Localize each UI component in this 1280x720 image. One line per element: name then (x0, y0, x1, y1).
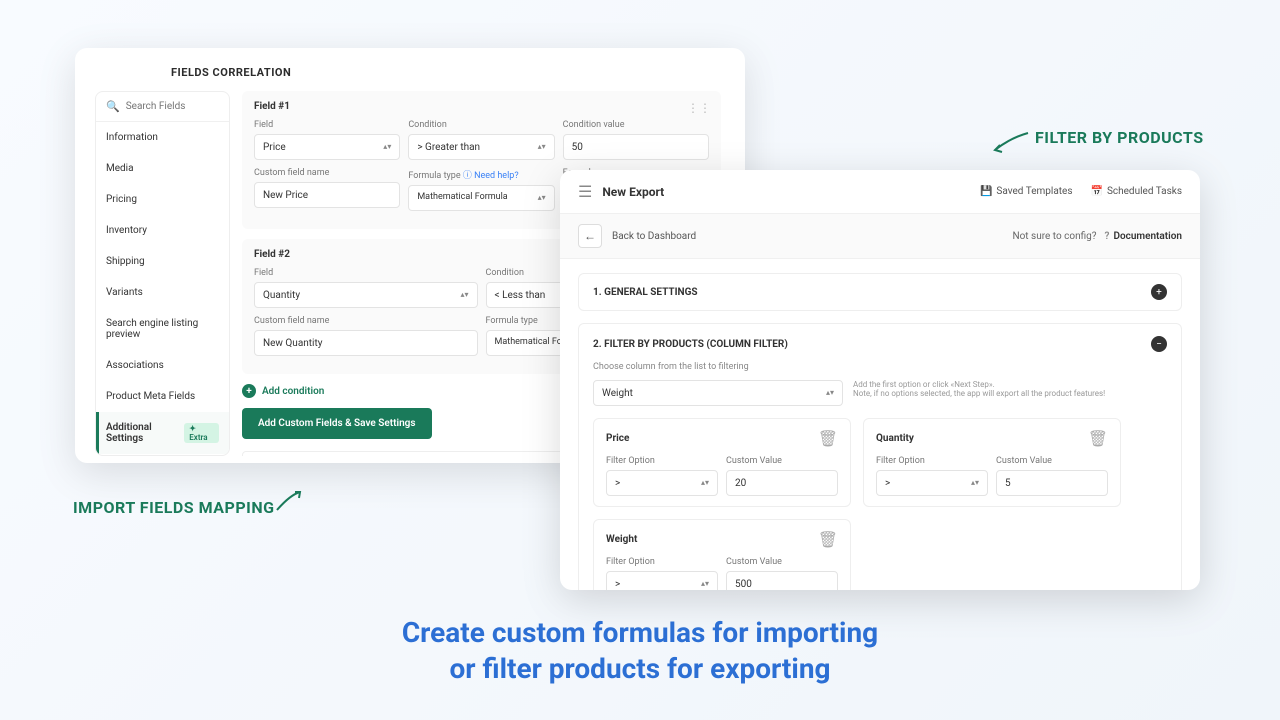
condition-label: Condition (408, 120, 554, 130)
sidebar-item[interactable]: Additional Settings✦ Extra (96, 412, 229, 454)
subheader: ← Back to Dashboard Not sure to config? … (560, 214, 1200, 259)
custom-name-label: Custom field name (254, 168, 400, 178)
category-sidebar: 🔍 InformationMediaPricingInventoryShippi… (95, 91, 230, 456)
custom-value-label: Custom Value (726, 456, 838, 466)
sidebar-item[interactable]: Inventory (96, 215, 229, 246)
filter-option-select[interactable]: >▴▾ (876, 470, 988, 496)
annotation-left: IMPORT FIELDS MAPPING (73, 498, 275, 517)
formula-type-select[interactable]: Mathematical Formula▴▾ (408, 185, 554, 211)
sidebar-item[interactable]: Associations (96, 350, 229, 381)
filter-section: 2. FILTER BY PRODUCTS (COLUMN FILTER) − … (578, 323, 1182, 590)
section-title: 2. FILTER BY PRODUCTS (COLUMN FILTER) (593, 339, 788, 350)
need-help-link[interactable]: Need help? (474, 171, 519, 181)
cond-value-input[interactable]: 50 (563, 134, 709, 160)
custom-value-label: Custom Value (996, 456, 1108, 466)
back-button[interactable]: ← Back to Dashboard (578, 224, 696, 248)
sidebar-item[interactable]: Shipping (96, 246, 229, 277)
plus-icon: + (242, 384, 256, 398)
custom-name-input[interactable]: New Price (254, 182, 400, 208)
field-label: Field (254, 120, 400, 130)
trash-icon[interactable]: 🗑 (818, 530, 838, 549)
filter-option-label: Filter Option (876, 456, 988, 466)
column-select[interactable]: Weight▴▾ (593, 380, 843, 406)
custom-value-input[interactable]: 500 (726, 571, 838, 590)
new-export-panel: ☰ New Export 💾 Saved Templates 📅 Schedul… (560, 170, 1200, 590)
sidebar-item[interactable]: Search engine listing preview (96, 308, 229, 350)
sidebar-item[interactable]: Product Meta Fields (96, 381, 229, 412)
sidebar-item[interactable]: Pricing (96, 184, 229, 215)
filter-option-label: Filter Option (606, 456, 718, 466)
formula-type-label: Formula type ⓘ Need help? (408, 168, 554, 181)
documentation-link[interactable]: ? Documentation (1105, 231, 1182, 242)
filter-card-title: Quantity (876, 433, 914, 444)
calendar-icon: 📅 (1091, 186, 1103, 197)
filter-card-title: Price (606, 433, 629, 444)
field-label: Field (254, 268, 478, 278)
custom-value-label: Custom Value (726, 557, 838, 567)
condition-select[interactable]: > Greater than▴▾ (408, 134, 554, 160)
save-icon: 💾 (980, 186, 992, 197)
sidebar-item[interactable]: Information (96, 122, 229, 153)
expand-icon: + (1151, 284, 1167, 300)
filter-option-select[interactable]: >▴▾ (606, 571, 718, 590)
panel-header: ☰ New Export 💾 Saved Templates 📅 Schedul… (560, 170, 1200, 214)
drag-icon[interactable]: ⋮⋮ (687, 101, 711, 115)
field-select[interactable]: Price▴▾ (254, 134, 400, 160)
not-sure-text: Not sure to config? (1012, 231, 1096, 242)
filter-card: Weight 🗑 Filter Option >▴▾ Custom Value … (593, 519, 851, 590)
field-title: Field #1 (254, 101, 709, 112)
general-settings-section[interactable]: 1. GENERAL SETTINGS + (578, 273, 1182, 311)
collapse-icon[interactable]: − (1151, 336, 1167, 352)
panel-title: FIELDS CORRELATION (171, 66, 725, 79)
filter-note: Add the first option or click «Next Step… (853, 380, 1167, 398)
filter-hint: Choose column from the list to filtering (593, 362, 1167, 372)
custom-value-input[interactable]: 20 (726, 470, 838, 496)
filter-card-title: Weight (606, 534, 637, 545)
trash-icon[interactable]: 🗑 (818, 429, 838, 448)
sidebar-item[interactable]: Import Conditions✦ Extra (96, 454, 229, 456)
search-input[interactable] (126, 101, 219, 112)
page-title: New Export (602, 185, 664, 199)
save-button[interactable]: Add Custom Fields & Save Settings (242, 408, 432, 439)
trash-icon[interactable]: 🗑 (1088, 429, 1108, 448)
saved-templates-link[interactable]: 💾 Saved Templates (980, 186, 1073, 197)
filter-option-select[interactable]: >▴▾ (606, 470, 718, 496)
custom-value-input[interactable]: 5 (996, 470, 1108, 496)
export-body: 1. GENERAL SETTINGS + 2. FILTER BY PRODU… (560, 259, 1200, 590)
filter-option-label: Filter Option (606, 557, 718, 567)
annotation-right: FILTER BY PRODUCTS (1035, 128, 1204, 147)
filter-card: Quantity 🗑 Filter Option >▴▾ Custom Valu… (863, 418, 1121, 507)
cond-value-label: Condition value (563, 120, 709, 130)
headline: Create custom formulas for importing or … (0, 615, 1280, 688)
scheduled-tasks-link[interactable]: 📅 Scheduled Tasks (1091, 186, 1183, 197)
arrow-icon (990, 128, 1030, 158)
sidebar-item[interactable]: Variants (96, 277, 229, 308)
back-arrow-icon: ← (578, 224, 602, 248)
custom-name-input[interactable]: New Quantity (254, 330, 478, 356)
custom-name-label: Custom field name (254, 316, 478, 326)
hamburger-icon[interactable]: ☰ (578, 182, 592, 201)
search-row: 🔍 (96, 92, 229, 122)
field-select[interactable]: Quantity▴▾ (254, 282, 478, 308)
filter-card: Price 🗑 Filter Option >▴▾ Custom Value 2… (593, 418, 851, 507)
sidebar-item[interactable]: Media (96, 153, 229, 184)
help-icon: ? (1105, 231, 1110, 242)
search-icon: 🔍 (106, 100, 120, 113)
arrow-icon (275, 490, 305, 515)
